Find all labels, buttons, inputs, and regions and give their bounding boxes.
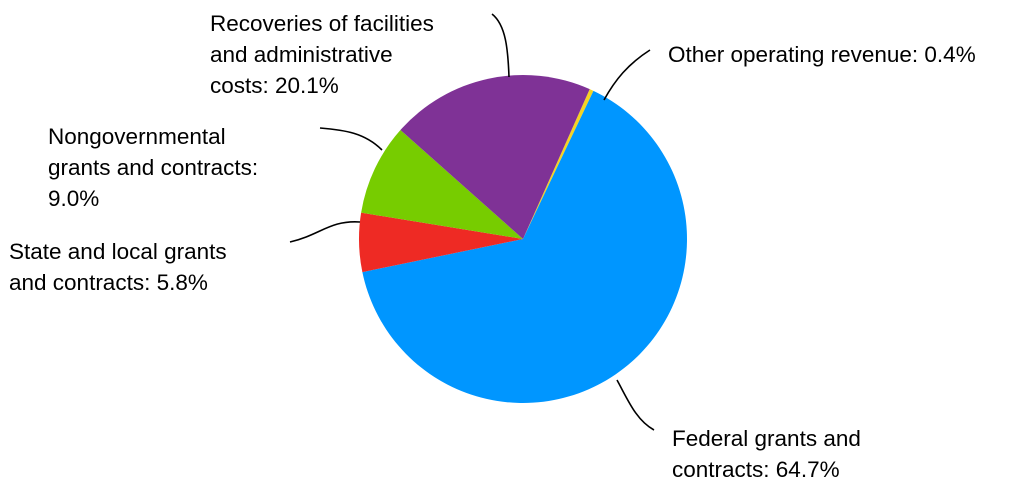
- slice-label-line: State and local grants: [9, 239, 227, 264]
- slice-label-line: Nongovernmental: [48, 124, 226, 149]
- slice-labels: Other operating revenue: 0.4% Federal gra…: [9, 11, 976, 479]
- slice-label-line: contracts: 64.7%: [672, 457, 840, 479]
- pie-slice: [361, 130, 523, 239]
- slice-label-line: costs: 20.1%: [210, 73, 339, 98]
- slice-label-line: Recoveries of facilities: [210, 11, 434, 36]
- slice-label-line: and contracts: 5.8%: [9, 270, 208, 295]
- slice-label: Federal grants and contracts: 64.7%: [672, 426, 861, 479]
- leader-line: [491, 13, 510, 78]
- leader-line: [319, 127, 383, 151]
- leader-line: [289, 221, 361, 243]
- slice-label: State and local grants and contracts: 5.8…: [9, 239, 227, 295]
- slice-label-line: and administrative: [210, 42, 393, 67]
- leader-line: [616, 379, 655, 431]
- slice-label: Other operating revenue: 0.4%: [668, 42, 976, 67]
- slice-label: Nongovernmental grants and contracts: 9.0%: [48, 124, 258, 211]
- pie-slice: [523, 89, 594, 240]
- leader-line: [603, 49, 651, 101]
- pie-slice: [362, 90, 687, 403]
- leader-lines: [289, 13, 655, 431]
- pie-slices: [359, 75, 687, 403]
- pie-slice: [359, 212, 523, 273]
- slice-label-line: Federal grants and: [672, 426, 861, 451]
- slice-label-line: grants and contracts:: [48, 155, 258, 180]
- slice-label: Recoveries of facilities and administrati…: [210, 11, 434, 98]
- slice-label-line: Other operating revenue: 0.4%: [668, 42, 976, 67]
- pie-slice: [400, 75, 590, 240]
- slice-label-line: 9.0%: [48, 186, 99, 211]
